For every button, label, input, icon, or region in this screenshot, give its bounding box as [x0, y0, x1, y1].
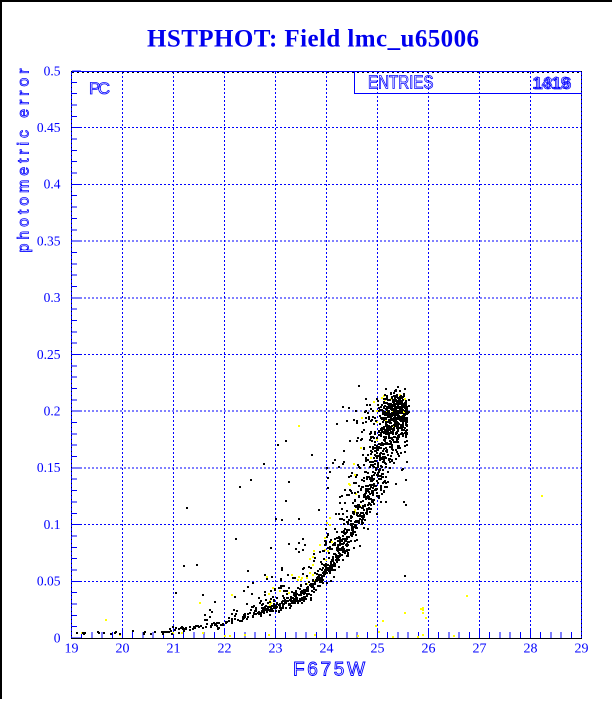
svg-text:1419: 1419 [532, 74, 570, 93]
svg-text:21: 21 [167, 642, 181, 657]
svg-text:0.25: 0.25 [37, 347, 61, 362]
svg-text:26: 26 [422, 642, 436, 657]
svg-text:23: 23 [269, 642, 283, 657]
svg-text:photometric error: photometric error [16, 68, 33, 253]
svg-text:0.15: 0.15 [37, 460, 61, 475]
svg-text:0.35: 0.35 [37, 233, 61, 248]
svg-text:22: 22 [218, 642, 232, 657]
svg-text:PC: PC [89, 79, 110, 98]
svg-text:24: 24 [320, 642, 334, 657]
svg-text:25: 25 [371, 642, 385, 657]
svg-text:0.2: 0.2 [44, 404, 61, 419]
svg-text:1316: 1316 [534, 74, 572, 93]
svg-text:20: 20 [116, 642, 130, 657]
svg-text:28: 28 [524, 642, 538, 657]
svg-text:0.3: 0.3 [44, 290, 61, 305]
svg-text:0.45: 0.45 [37, 120, 61, 135]
svg-text:ENTRIES: ENTRIES [368, 73, 434, 93]
svg-text:27: 27 [473, 642, 487, 657]
svg-text:29: 29 [575, 642, 589, 657]
svg-text:HSTPHOT: Field lmc_u65006: HSTPHOT: Field lmc_u65006 [147, 26, 479, 53]
svg-text:0.4: 0.4 [44, 177, 61, 192]
svg-text:0.5: 0.5 [44, 63, 61, 78]
svg-text:0: 0 [54, 630, 61, 645]
svg-text:19: 19 [65, 642, 79, 657]
svg-text:F675W: F675W [293, 660, 365, 681]
svg-text:0.1: 0.1 [44, 517, 61, 532]
svg-text:0.05: 0.05 [37, 574, 61, 589]
